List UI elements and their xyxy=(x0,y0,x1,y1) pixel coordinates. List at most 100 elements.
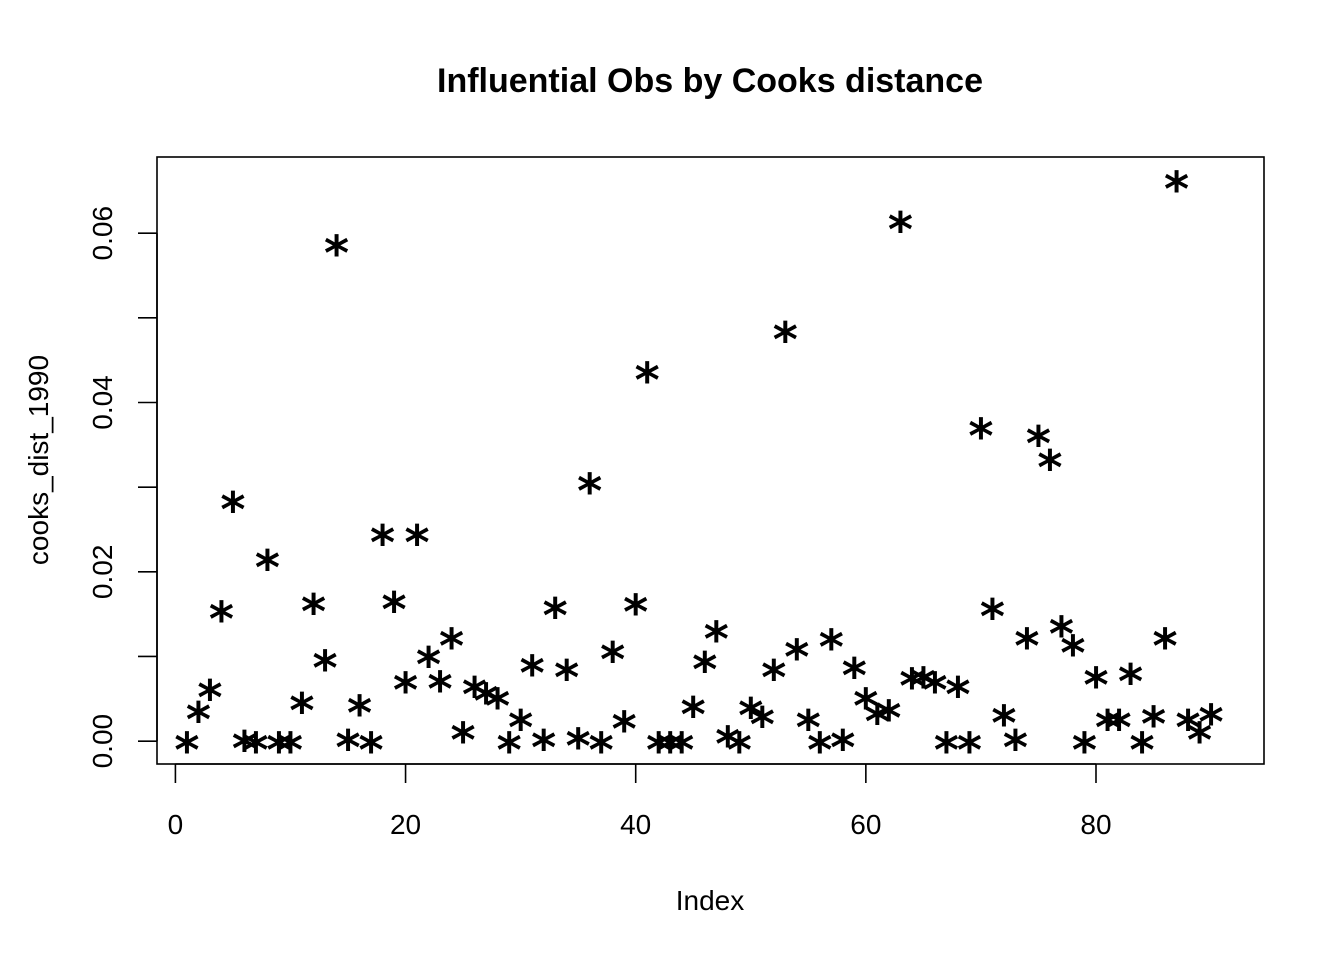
x-tick-label: 80 xyxy=(1080,809,1111,840)
data-point: * xyxy=(945,667,970,723)
data-point: * xyxy=(577,464,602,520)
data-point: * xyxy=(428,662,453,718)
data-point: * xyxy=(853,679,878,735)
y-tick-label: 0.04 xyxy=(87,375,118,430)
x-tick-label: 20 xyxy=(390,809,421,840)
data-point: * xyxy=(761,650,786,706)
data-point: * xyxy=(370,516,395,572)
data-point: * xyxy=(911,658,936,714)
data-point: * xyxy=(750,698,775,754)
data-point: * xyxy=(439,619,464,675)
data-point: * xyxy=(623,585,648,641)
x-tick-label: 60 xyxy=(850,809,881,840)
data-point: * xyxy=(1014,619,1039,675)
y-tick-label: 0.00 xyxy=(87,714,118,769)
data-point: * xyxy=(692,643,717,699)
y-tick-label: 0.06 xyxy=(87,206,118,261)
data-point: * xyxy=(784,630,809,686)
data-point: * xyxy=(232,721,257,777)
data-point: * xyxy=(865,694,890,750)
data-point: * xyxy=(968,409,993,465)
y-axis-label: cooks_dist_1990 xyxy=(23,355,54,565)
y-tick-label: 0.02 xyxy=(87,545,118,600)
data-points: ****************************************… xyxy=(174,162,1223,779)
data-point: * xyxy=(520,646,545,702)
x-axis-label: Index xyxy=(676,885,745,916)
data-point: * xyxy=(1141,697,1166,753)
data-point: * xyxy=(1118,655,1143,711)
data-point: * xyxy=(497,723,522,779)
data-point: * xyxy=(922,663,947,719)
x-tick-label: 40 xyxy=(620,809,651,840)
data-point: * xyxy=(830,721,855,777)
data-point: * xyxy=(957,723,982,779)
data-point: * xyxy=(289,683,314,739)
data-point: * xyxy=(416,638,441,694)
data-point: * xyxy=(1106,700,1131,756)
data-point: * xyxy=(681,688,706,744)
data-point: * xyxy=(1072,723,1097,779)
data-point: * xyxy=(174,723,199,779)
data-point: * xyxy=(451,713,476,769)
data-point: * xyxy=(589,723,614,779)
data-point: * xyxy=(324,226,349,282)
data-point: * xyxy=(658,723,683,779)
data-point: * xyxy=(209,592,234,648)
data-point: * xyxy=(899,659,924,715)
data-point: * xyxy=(186,693,211,749)
data-point: * xyxy=(1026,417,1051,473)
data-point: * xyxy=(876,691,901,747)
data-point: * xyxy=(335,721,360,777)
x-tick-label: 0 xyxy=(168,809,184,840)
data-point: * xyxy=(646,723,671,779)
data-point: * xyxy=(531,721,556,777)
data-point: * xyxy=(543,589,568,645)
data-point: * xyxy=(669,723,694,779)
data-point: * xyxy=(1152,619,1177,675)
data-point: * xyxy=(1095,700,1120,756)
data-point: * xyxy=(197,671,222,727)
data-point: * xyxy=(807,723,832,779)
data-point: * xyxy=(566,719,591,775)
data-point: * xyxy=(1083,658,1108,714)
data-point: * xyxy=(255,540,280,596)
data-point: * xyxy=(220,483,245,539)
data-point: * xyxy=(393,663,418,719)
x-axis: 0 20 40 60 80 xyxy=(168,763,1112,840)
data-point: * xyxy=(991,696,1016,752)
data-point: * xyxy=(358,723,383,779)
chart-title: Influential Obs by Cooks distance xyxy=(437,62,983,100)
data-point: * xyxy=(934,723,959,779)
data-point: * xyxy=(1060,626,1085,682)
data-point: * xyxy=(347,686,372,742)
data-point: * xyxy=(301,584,326,640)
data-point: * xyxy=(1187,713,1212,769)
data-point: * xyxy=(819,620,844,676)
data-point: * xyxy=(1049,607,1074,663)
data-point: * xyxy=(842,649,867,705)
data-point: * xyxy=(1003,721,1028,777)
data-point: * xyxy=(485,679,510,735)
data-point: * xyxy=(1175,700,1200,756)
data-point: * xyxy=(266,723,291,779)
data-point: * xyxy=(1199,695,1224,751)
data-point: * xyxy=(1129,723,1154,779)
data-point: * xyxy=(796,700,821,756)
data-point: * xyxy=(738,688,763,744)
data-point: * xyxy=(612,702,637,758)
data-point: * xyxy=(462,667,487,723)
data-point: * xyxy=(635,353,660,409)
data-point: * xyxy=(381,583,406,639)
data-point: * xyxy=(888,202,913,258)
data-point: * xyxy=(312,641,337,697)
data-point: * xyxy=(554,650,579,706)
data-point: * xyxy=(508,700,533,756)
data-point: * xyxy=(980,589,1005,645)
data-point: * xyxy=(715,717,740,773)
data-point: * xyxy=(1037,440,1062,496)
data-point: * xyxy=(1164,162,1189,218)
data-point: * xyxy=(704,612,729,668)
data-point: * xyxy=(773,313,798,369)
data-point: * xyxy=(278,723,303,779)
